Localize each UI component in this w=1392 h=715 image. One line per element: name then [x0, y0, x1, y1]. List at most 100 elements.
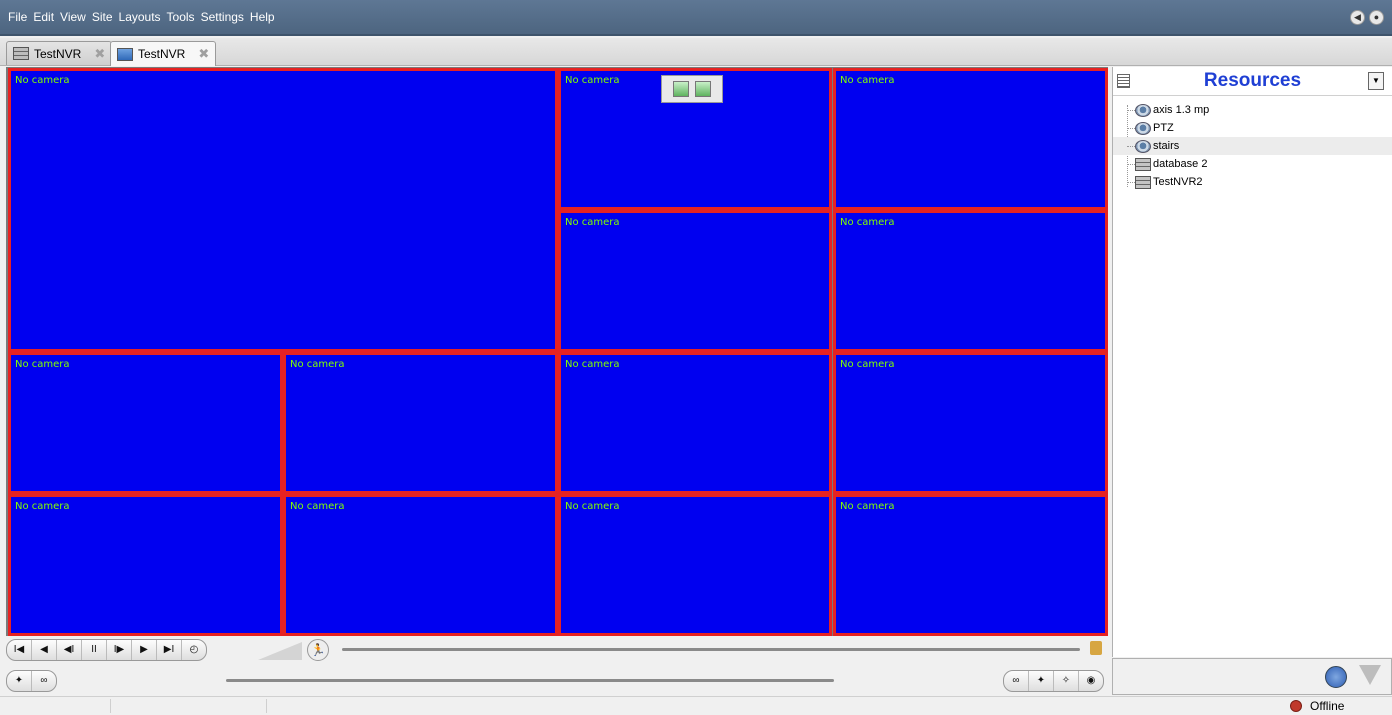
tree-connector: [1127, 128, 1135, 129]
volume-slider[interactable]: [258, 642, 302, 660]
tree-item-label: TestNVR2: [1153, 176, 1203, 188]
menu-bar: File Edit View Site Layouts Tools Settin…: [0, 0, 1392, 36]
overview-slider[interactable]: [226, 679, 834, 682]
camera-cell[interactable]: No camera: [833, 352, 1108, 494]
camera-cell[interactable]: No camera: [558, 352, 832, 494]
pin-icon[interactable]: ✦: [1029, 671, 1054, 691]
status-bar: Offline: [0, 696, 1392, 715]
cell-label: No camera: [290, 359, 345, 370]
menu-tools[interactable]: Tools: [166, 10, 195, 24]
cell-label: No camera: [565, 75, 620, 86]
link-icon[interactable]: ∞: [40, 675, 48, 686]
tree-item-ptz[interactable]: PTZ: [1113, 119, 1392, 137]
lock-icon[interactable]: [1090, 641, 1102, 655]
dropdown-button[interactable]: ▼: [1368, 72, 1384, 90]
server-icon: [13, 47, 29, 60]
menu-help[interactable]: Help: [249, 10, 275, 24]
pause-button[interactable]: II: [82, 640, 107, 660]
playback-controls: I◀ ◀ ◀I II I▶ ▶ ▶I ◴ 🏃 ✦ ∞ ∞ ✦ ✧ ◉: [0, 637, 1110, 695]
tree-item-label: PTZ: [1153, 122, 1174, 134]
export-icon[interactable]: ◉: [1086, 675, 1096, 686]
tree-item-testnvr2[interactable]: TestNVR2: [1113, 173, 1392, 191]
cell-action-popup: [661, 75, 723, 103]
camera-cell[interactable]: No camera: [833, 210, 1108, 352]
camera-icon: [1135, 121, 1151, 135]
cell-label: No camera: [15, 75, 70, 86]
play-button[interactable]: ▶: [132, 640, 157, 660]
menu-site[interactable]: Site: [91, 10, 113, 24]
step-back-button[interactable]: ◀I: [57, 640, 82, 660]
camera-grid: No camera No camera No camera No camera …: [6, 67, 1108, 636]
tree-item-database-2[interactable]: database 2: [1113, 155, 1392, 173]
motion-icon[interactable]: 🏃: [307, 639, 329, 661]
close-icon[interactable]: ✖: [198, 46, 210, 61]
layout-icon: [117, 47, 133, 61]
maximize-icon[interactable]: [673, 81, 689, 97]
menubar-icons: ◀ ●: [1350, 10, 1384, 25]
tree-item-label: database 2: [1153, 158, 1208, 170]
camera-cell[interactable]: No camera: [283, 352, 558, 494]
tree-item-axis-1-3-mp[interactable]: axis 1.3 mp: [1113, 101, 1392, 119]
pin-icon[interactable]: ✦: [7, 671, 32, 691]
camera-cell[interactable]: No camera: [8, 68, 558, 352]
resources-footer: [1112, 658, 1392, 695]
skip-to-end-button[interactable]: ▶I: [157, 640, 182, 660]
tab-label: TestNVR: [34, 46, 82, 61]
camera-icon: [1135, 139, 1151, 153]
resource-search-input[interactable]: [1117, 663, 1311, 691]
tree-item-label: stairs: [1153, 140, 1180, 152]
menu-edit[interactable]: Edit: [33, 10, 55, 24]
list-icon[interactable]: [1117, 74, 1130, 88]
tab-label: TestNVR: [138, 47, 186, 61]
menu-view[interactable]: View: [60, 10, 86, 24]
tree-item-stairs[interactable]: stairs: [1113, 137, 1392, 155]
camera-cell[interactable]: No camera: [558, 494, 832, 636]
menu-settings[interactable]: Settings: [200, 10, 244, 24]
cell-label: No camera: [565, 359, 620, 370]
tab-testnvr-layout[interactable]: TestNVR ✖: [110, 41, 217, 66]
tree-connector: [1127, 110, 1135, 111]
cell-label: No camera: [840, 217, 895, 228]
timeline-slider[interactable]: [342, 648, 1080, 651]
cell-label: No camera: [15, 501, 70, 512]
offline-icon: [1290, 700, 1302, 712]
camera-cell[interactable]: No camera: [833, 494, 1108, 636]
cell-label: No camera: [15, 359, 70, 370]
fullscreen-icon[interactable]: [695, 81, 711, 97]
cell-label: No camera: [565, 501, 620, 512]
tab-testnvr-server[interactable]: TestNVR ✖: [6, 41, 113, 65]
camera-icon: [1135, 103, 1151, 117]
microphone-icon[interactable]: ●: [1369, 10, 1384, 25]
camera-cell[interactable]: No camera: [283, 494, 558, 636]
cell-label: No camera: [565, 217, 620, 228]
cell-label: No camera: [840, 359, 895, 370]
tree-item-label: axis 1.3 mp: [1153, 104, 1210, 116]
tree-connector: [1127, 182, 1135, 183]
close-icon[interactable]: ✖: [94, 45, 106, 61]
rewind-button[interactable]: ◀: [32, 640, 57, 660]
camera-filter-icon[interactable]: [1325, 666, 1347, 688]
camera-cell[interactable]: No camera: [8, 494, 283, 636]
bookmark-button-group: ✦ ∞: [6, 670, 57, 692]
audio-icon[interactable]: ◀: [1350, 10, 1365, 25]
skip-to-start-button[interactable]: I◀: [7, 640, 32, 660]
unpin-icon[interactable]: ✧: [1054, 671, 1079, 691]
connection-status: Offline: [1310, 699, 1345, 713]
cell-label: No camera: [290, 501, 345, 512]
menu-layouts[interactable]: Layouts: [118, 10, 161, 24]
resource-tree: axis 1.3 mp PTZ stairs database 2 TestNV…: [1113, 101, 1392, 191]
server-icon: [1135, 157, 1151, 171]
camera-cell[interactable]: No camera: [558, 210, 832, 352]
link-icon[interactable]: ∞: [1004, 671, 1029, 691]
resources-title: Resources: [1203, 70, 1302, 91]
menu-items: File Edit View Site Layouts Tools Settin…: [8, 10, 275, 24]
tree-connector: [1127, 164, 1135, 165]
filter-icon[interactable]: [1359, 665, 1381, 685]
step-forward-button[interactable]: I▶: [107, 640, 132, 660]
tree-connector: [1127, 146, 1135, 147]
camera-cell[interactable]: No camera: [833, 68, 1108, 210]
camera-cell[interactable]: No camera: [8, 352, 283, 494]
speed-dial-button[interactable]: ◴: [189, 644, 199, 655]
cell-label: No camera: [840, 501, 895, 512]
menu-file[interactable]: File: [8, 10, 28, 24]
